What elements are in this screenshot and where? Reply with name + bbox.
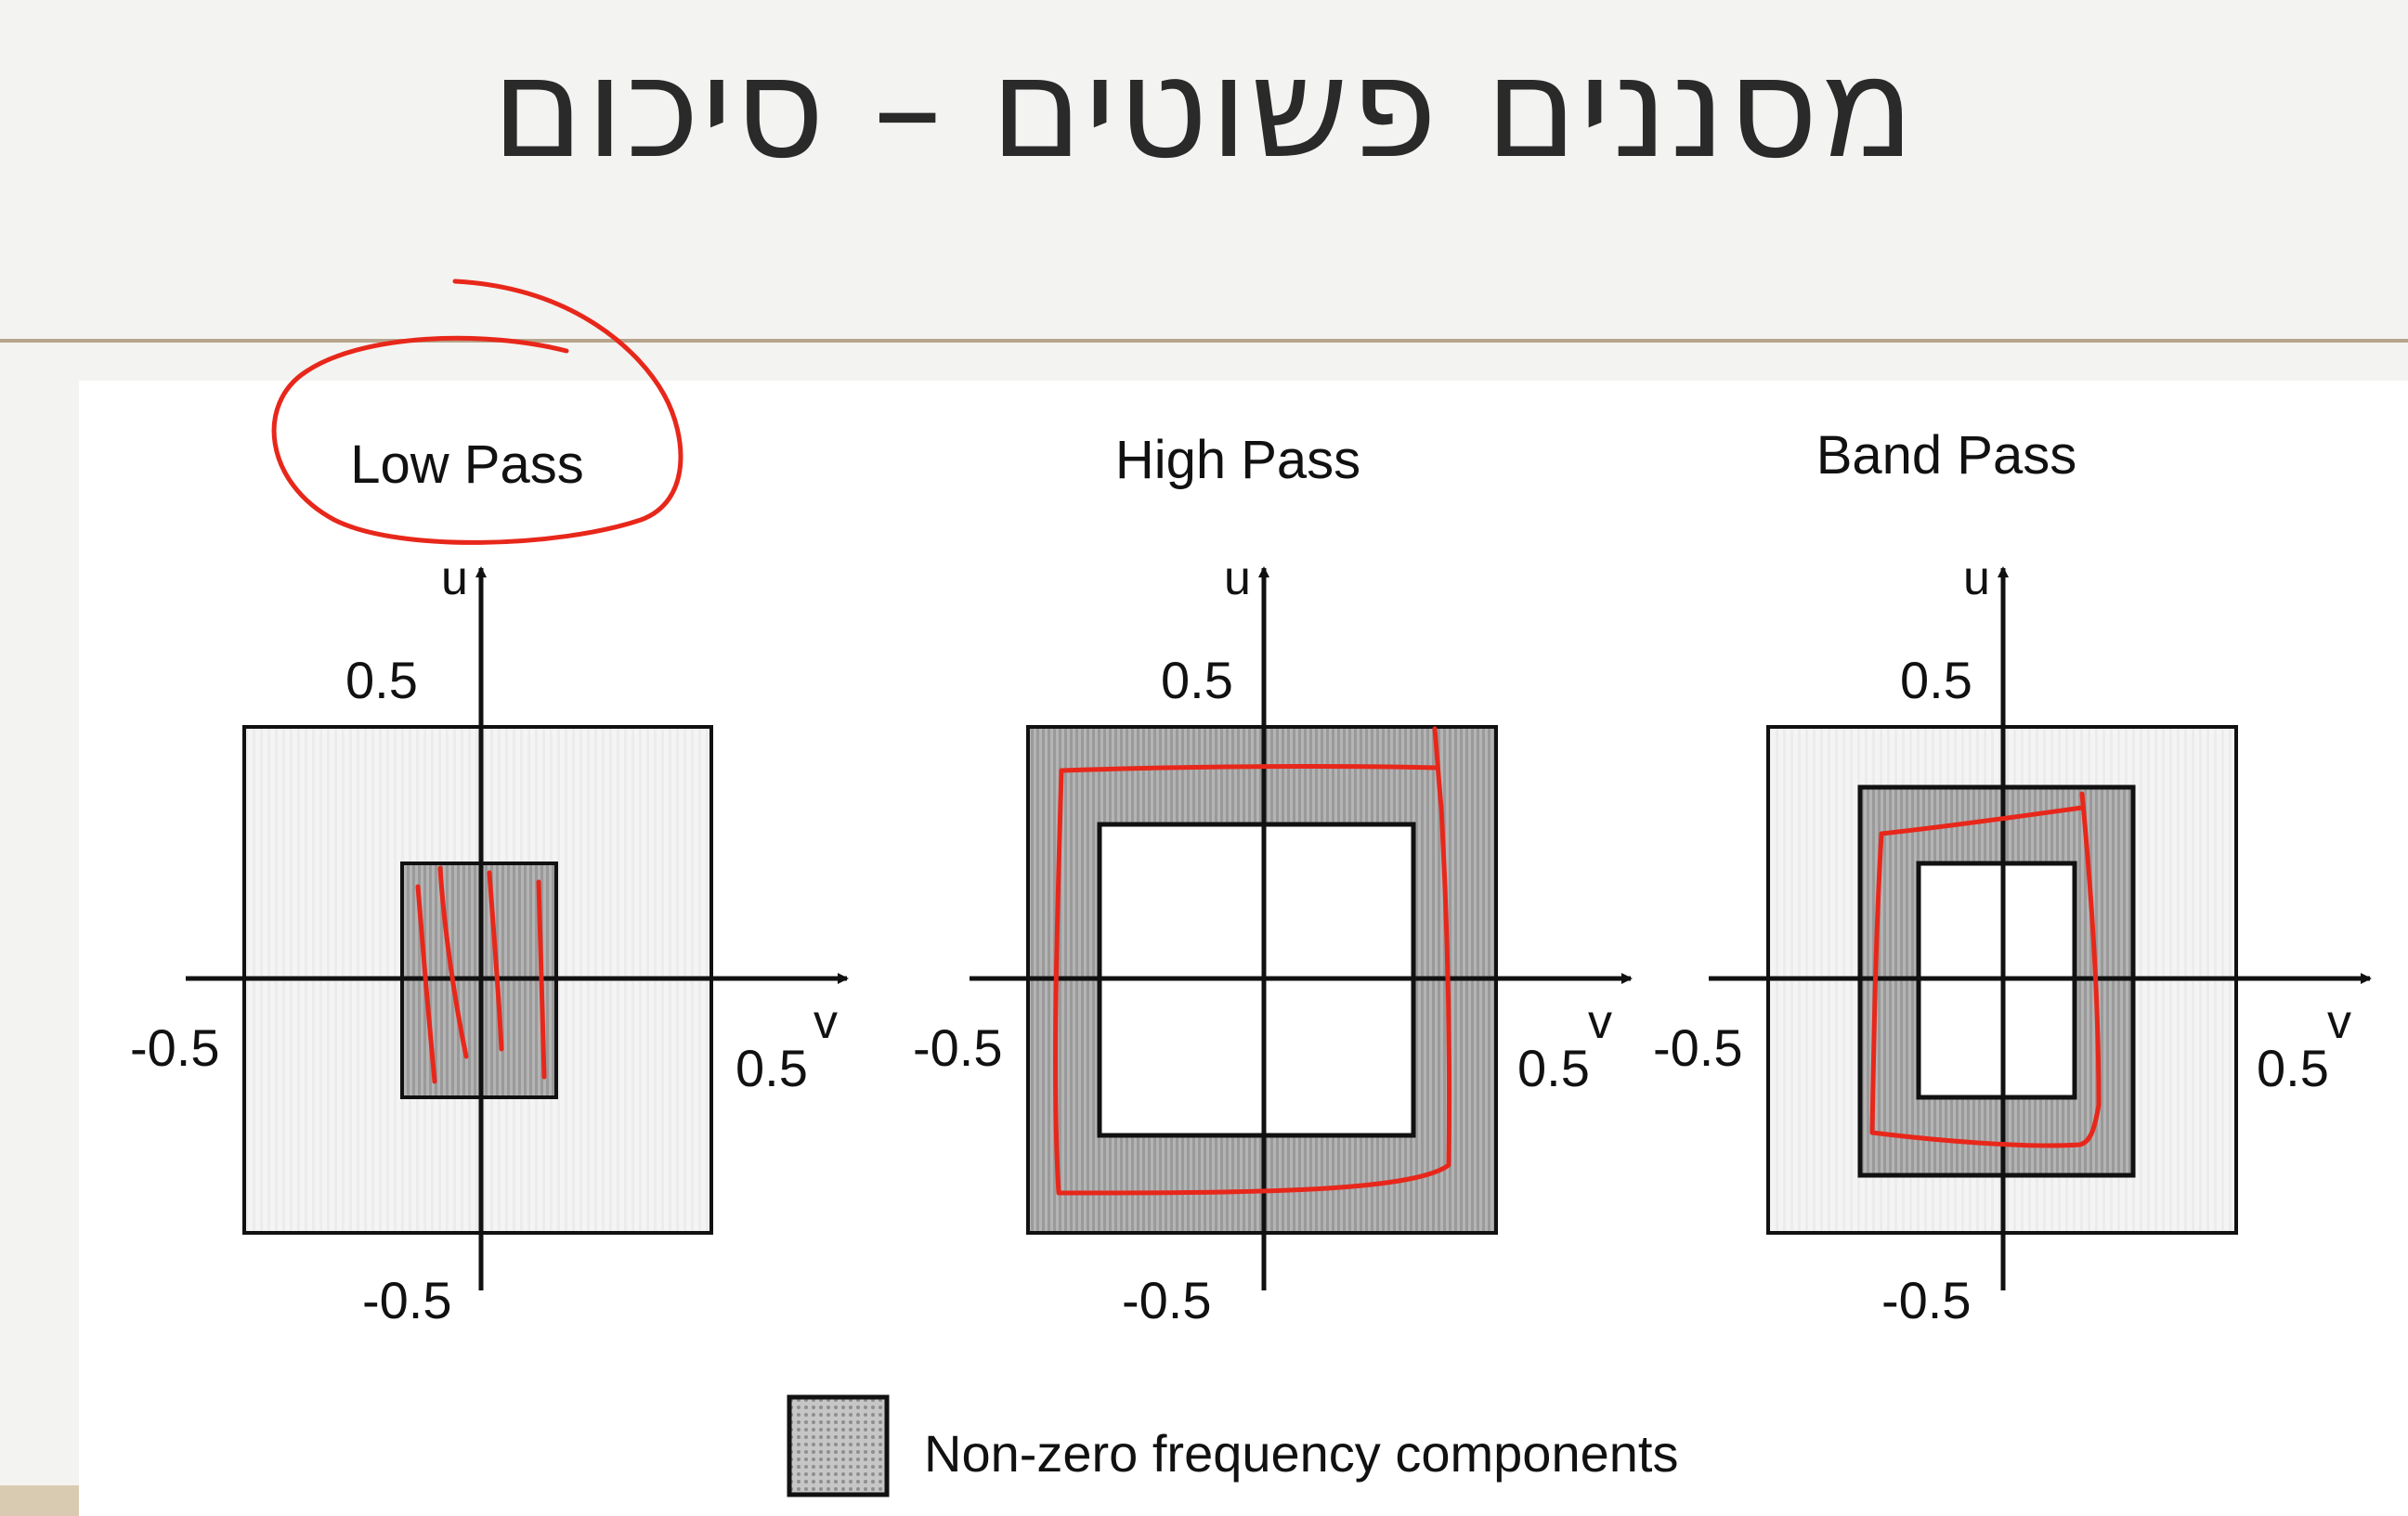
panel-title-high-pass: High Pass bbox=[1115, 430, 1360, 490]
legend-label: Non-zero frequency components bbox=[924, 1424, 1678, 1483]
legend: Non-zero frequency components bbox=[787, 1394, 1678, 1497]
u-axis-label: u bbox=[1963, 551, 1990, 605]
band-pass-panel: Band Pass u v 0.5 -0.5 -0.5 0.5 bbox=[1653, 425, 2372, 1329]
v-axis-label: v bbox=[814, 995, 838, 1049]
u-bottom-tick: -0.5 bbox=[362, 1271, 452, 1329]
high-pass-panel: High Pass u v 0.5 -0.5 -0.5 0.5 bbox=[913, 430, 1633, 1329]
panel-title-low-pass: Low Pass bbox=[350, 434, 583, 495]
annotation-frame-high-pass bbox=[1053, 726, 1452, 1196]
u-bottom-tick: -0.5 bbox=[1122, 1271, 1212, 1329]
annotation-stroke bbox=[487, 870, 504, 1052]
title-divider bbox=[0, 339, 2408, 343]
panel-title-band-pass: Band Pass bbox=[1816, 425, 2077, 486]
v-left-tick: -0.5 bbox=[130, 1018, 220, 1077]
v-right-tick: 0.5 bbox=[735, 1039, 808, 1097]
v-right-tick: 0.5 bbox=[1517, 1039, 1590, 1097]
u-top-tick: 0.5 bbox=[1900, 651, 1972, 709]
low-pass-panel: Low Pass u v 0.5 -0.5 -0.5 0.5 bbox=[130, 434, 849, 1329]
v-axis-label: v bbox=[2327, 995, 2351, 1049]
background-strip bbox=[0, 1485, 79, 1516]
u-top-tick: 0.5 bbox=[1161, 651, 1233, 709]
slide-title: מסננים פשוטים – סיכום bbox=[491, 28, 1917, 189]
u-top-tick: 0.5 bbox=[345, 651, 418, 709]
u-axis-label: u bbox=[441, 551, 468, 605]
v-right-tick: 0.5 bbox=[2257, 1039, 2329, 1097]
annotation-frame-band-pass bbox=[1869, 791, 2102, 1148]
legend-swatch bbox=[787, 1394, 890, 1497]
annotation-stroke bbox=[415, 884, 437, 1084]
red-annotations bbox=[271, 279, 2102, 1196]
annotation-circle-low-pass bbox=[271, 279, 683, 545]
v-left-tick: -0.5 bbox=[1653, 1018, 1743, 1077]
u-axis-label: u bbox=[1224, 551, 1251, 605]
annotation-stroke bbox=[437, 865, 469, 1059]
v-axis-label: v bbox=[1588, 995, 1612, 1049]
v-left-tick: -0.5 bbox=[913, 1018, 1003, 1077]
annotation-stroke bbox=[536, 879, 547, 1080]
u-bottom-tick: -0.5 bbox=[1881, 1271, 1972, 1329]
